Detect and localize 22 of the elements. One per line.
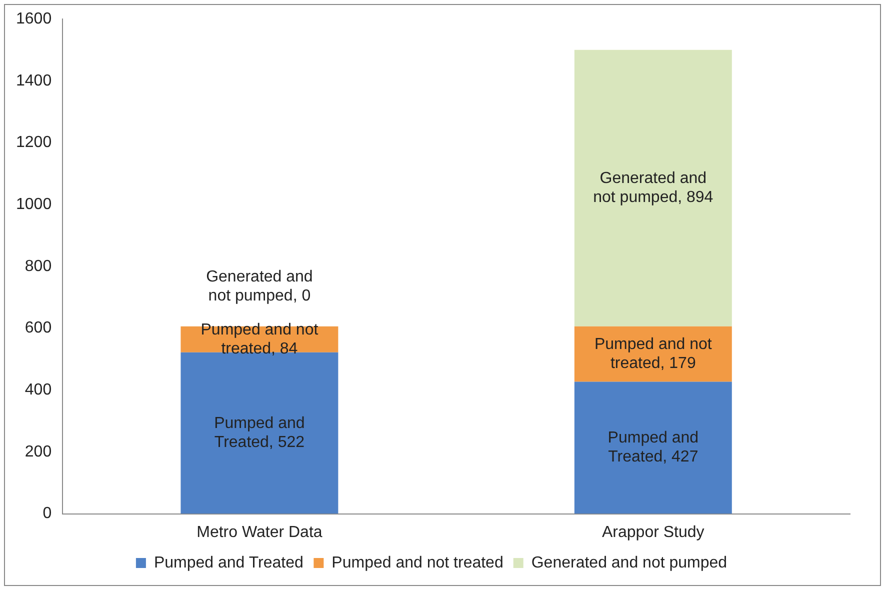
legend-label: Pumped and not treated [332,554,504,572]
y-tick-label: 800 [24,258,52,275]
data-label: Generated and not pumped, 894 [593,170,714,206]
data-label: Pumped and not treated, 179 [594,336,712,372]
legend-label: Generated and not pumped [531,554,728,572]
bar [574,50,732,326]
y-tick-label: 0 [42,505,52,522]
y-tick-label: 1200 [16,134,52,152]
data-label: Pumped and Treated, 522 [214,414,305,451]
bar [574,382,732,514]
x-tick-label: Arappor Study [602,524,704,541]
y-tick-label: 1000 [16,196,52,213]
legend-label: Pumped and Treated [154,554,304,572]
y-tick-label: 1600 [16,10,52,28]
y-tick-label: 1400 [16,72,52,90]
y-tick-label: 400 [24,382,52,399]
y-tick-label: 200 [24,443,52,460]
data-label: Generated and not pumped, 0 [206,268,313,304]
bar [574,326,732,382]
data-label: Pumped and Treated, 427 [608,430,699,466]
x-tick-label: Metro Water Data [196,524,322,541]
y-tick-label: 600 [24,320,52,337]
